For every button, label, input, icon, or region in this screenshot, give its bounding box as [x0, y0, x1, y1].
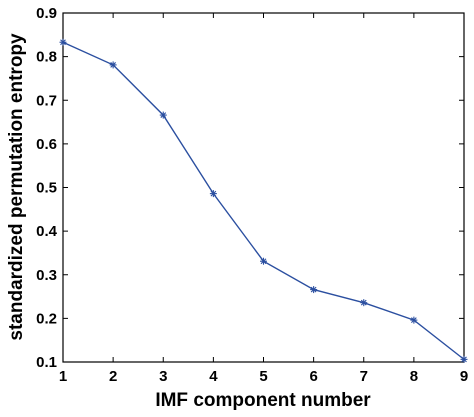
data-point-0-6 [360, 299, 368, 307]
y-tick-label-5: 0.6 [36, 136, 57, 153]
data-point-0-4 [260, 257, 267, 265]
data-point-0-8 [460, 355, 468, 363]
y-tick-label-0: 0.1 [36, 354, 57, 371]
y-tick-label-8: 0.9 [36, 5, 57, 22]
data-point-0-7 [410, 316, 418, 324]
tick-labels: 1 2 3 4 5 6 7 8 9 0.1 0.2 0.3 0.4 0.5 0.6 0.7 0.8 0.9 [36, 5, 468, 385]
x-tick-label-0: 1 [59, 368, 67, 385]
y-tick-label-3: 0.4 [36, 223, 58, 240]
x-axis-title: IMF component number [155, 390, 371, 411]
x-tick-label-4: 5 [259, 368, 267, 385]
series-layer [59, 38, 468, 363]
x-tick-label-5: 6 [309, 368, 317, 385]
x-tick-label-1: 2 [109, 368, 117, 385]
plot-area [62, 12, 465, 363]
axis-ticks [62, 12, 465, 363]
data-point-0-2 [159, 111, 167, 119]
data-point-0-0 [59, 38, 67, 46]
x-tick-label-6: 7 [360, 368, 368, 385]
x-tick-label-2: 3 [159, 368, 167, 385]
data-point-0-5 [310, 286, 318, 294]
data-point-0-1 [109, 61, 117, 69]
data-point-0-3 [209, 190, 217, 198]
y-tick-label-4: 0.5 [36, 180, 57, 197]
y-tick-label-7: 0.8 [36, 49, 57, 66]
y-axis-title: standardized permutation entropy [6, 33, 27, 341]
y-tick-label-1: 0.2 [36, 310, 57, 327]
y-tick-label-2: 0.3 [36, 267, 57, 284]
x-tick-label-7: 8 [410, 368, 418, 385]
x-tick-label-8: 9 [460, 368, 468, 385]
y-tick-label-6: 0.7 [36, 92, 57, 109]
x-tick-label-3: 4 [209, 368, 218, 385]
